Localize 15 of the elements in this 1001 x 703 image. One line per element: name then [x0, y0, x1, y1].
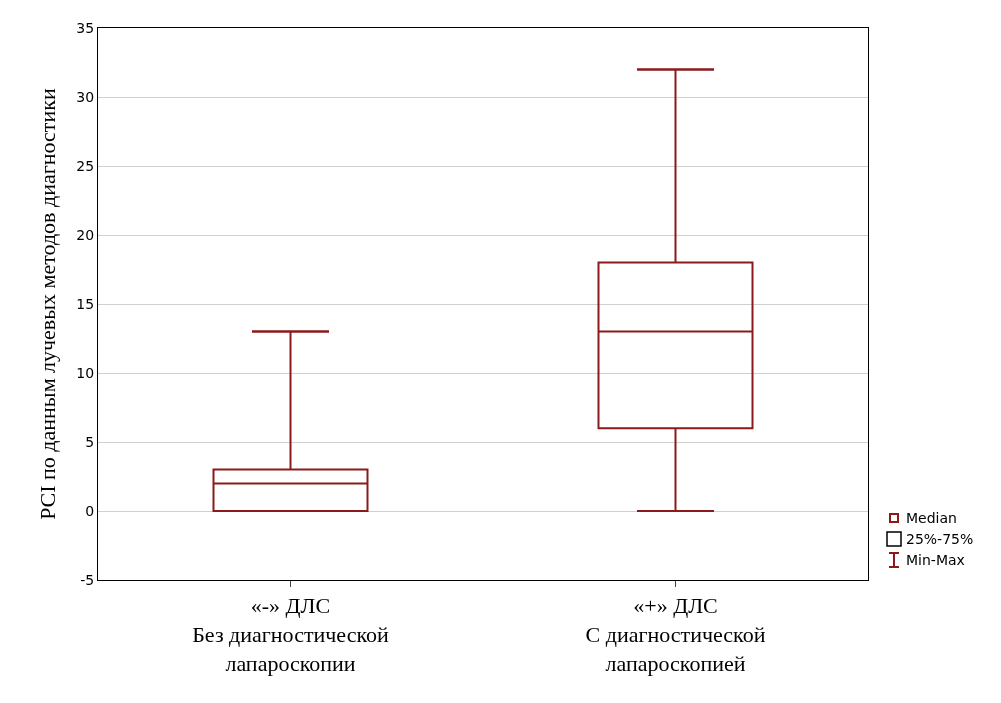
y-tick-label: -5 [80, 571, 95, 588]
y-tick-label: 20 [76, 226, 95, 243]
y-tick-label: 15 [76, 295, 95, 312]
text: 25%-75% [906, 530, 974, 547]
y-tick-label: 10 [76, 364, 95, 381]
y-tick-label: 30 [76, 88, 95, 105]
x-tick-label: «-» ДЛС Без диагностической лапароскопии [192, 593, 390, 676]
y-tick-label: 25 [76, 157, 95, 174]
text: Min-Max [906, 551, 965, 568]
y-tick-label: 0 [85, 502, 95, 519]
y-axis-title: PCI по данным лучевых методов диагностики [35, 88, 61, 520]
y-tick-label: 35 [76, 19, 95, 36]
text: Median [906, 509, 957, 526]
y-tick-label: 5 [85, 433, 95, 450]
x-tick-label: «+» ДЛС С диагностической лапароскопией [585, 593, 766, 676]
